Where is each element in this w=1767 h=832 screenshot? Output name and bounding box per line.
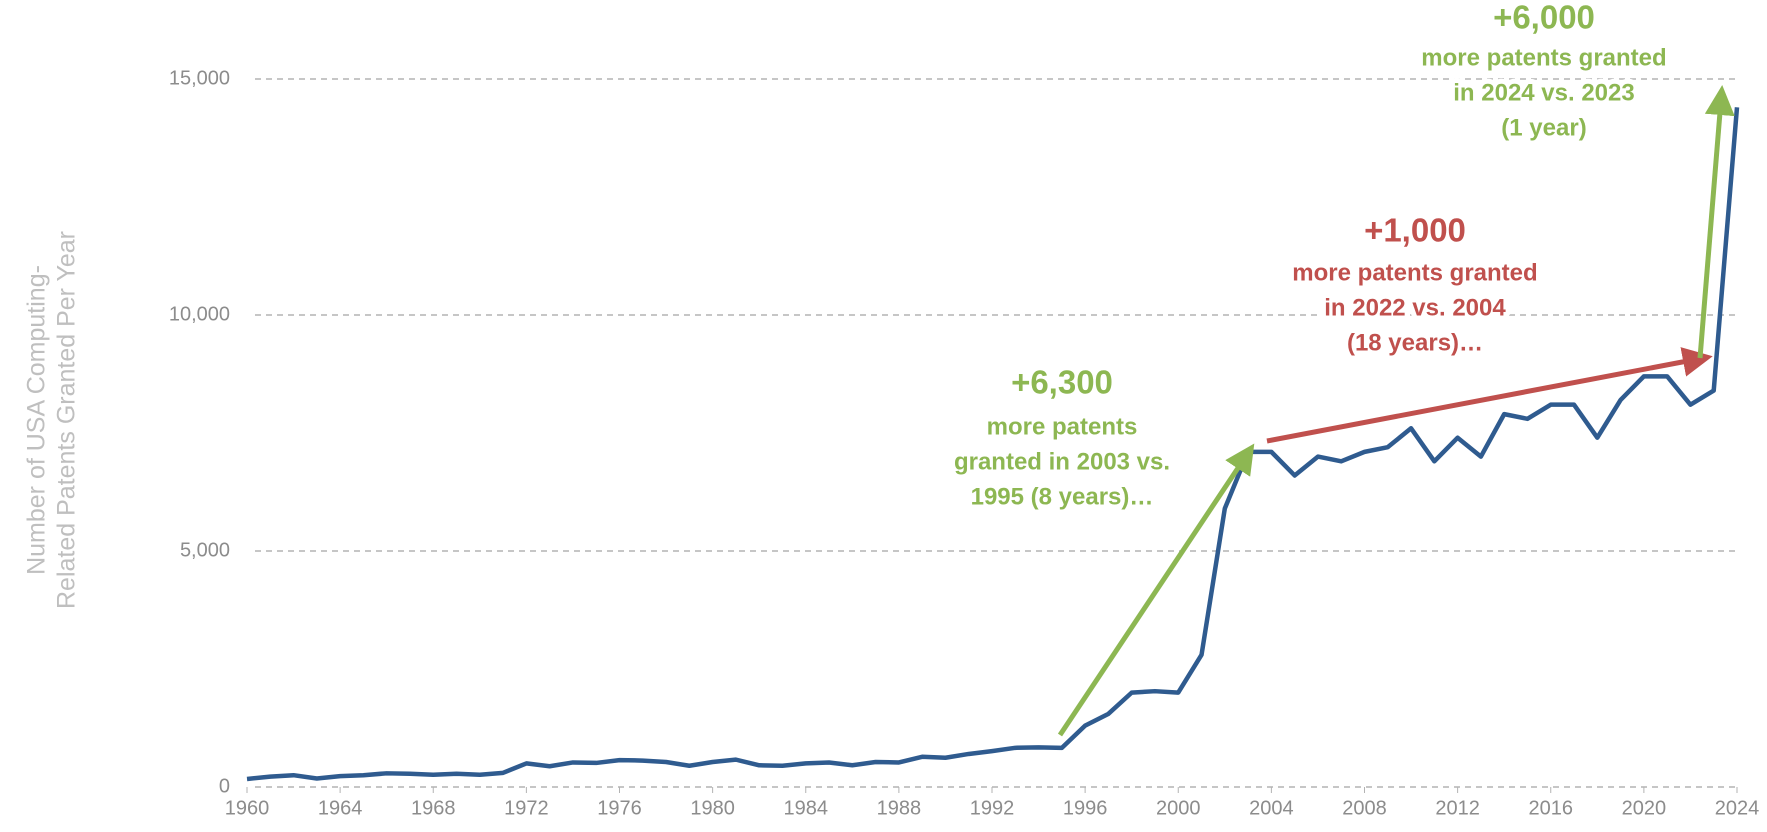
annotation-text: in 2022 vs. 2004 [1324, 294, 1506, 321]
annotation-text: more patents granted [1421, 44, 1666, 71]
x-tick-label: 2000 [1156, 797, 1201, 819]
plot [246, 107, 1740, 782]
y-axis-label: Number of USA Computing- Related Patents … [23, 231, 81, 609]
x-tick-label: 1976 [597, 797, 642, 819]
x-tick-label: 1964 [318, 797, 363, 819]
y-axis-title: Number of USA Computing- [23, 265, 51, 575]
annotation-text: more patents granted [1292, 259, 1537, 286]
x-tick-label: 2024 [1715, 797, 1760, 819]
line-series [246, 107, 1740, 782]
x-tick-label: 1996 [1063, 797, 1108, 819]
annotation-headline: +1,000 [1364, 212, 1466, 249]
x-tick-label: 1968 [411, 797, 456, 819]
arrows [1057, 85, 1735, 737]
annotation-text: in 2024 vs. 2023 [1453, 79, 1634, 106]
annotation-text: (18 years)… [1347, 329, 1483, 356]
arrow [1057, 443, 1255, 737]
x-tick-label: 2008 [1342, 797, 1387, 819]
x-tick-label: 2020 [1622, 797, 1667, 819]
grid: 0 5,000 10,000 15,000 1960 1964 1968 1972 1976 19… [169, 67, 1759, 819]
x-tick-label: 1972 [504, 797, 549, 819]
x-tick-label: 1980 [690, 797, 735, 819]
annotation-headline: +6,300 [1011, 364, 1113, 401]
annotation-text: more patents [987, 413, 1138, 440]
x-tick-label: 2004 [1249, 797, 1294, 819]
annotations: +6,300 more patents granted in 2003 vs. 199… [949, 0, 1672, 515]
y-axis-title: Related Patents Granted Per Year [53, 231, 81, 609]
annotation-headline: +6,000 [1493, 0, 1595, 36]
arrow [1697, 85, 1735, 359]
y-tick-label: 5,000 [180, 539, 230, 561]
x-tick-label: 1960 [225, 797, 270, 819]
x-tick-label: 2016 [1529, 797, 1574, 819]
x-tick-label: 1992 [970, 797, 1015, 819]
y-tick-label: 15,000 [169, 67, 230, 89]
y-tick-label: 10,000 [169, 303, 230, 325]
arrow [1266, 347, 1713, 444]
annotation-text: 1995 (8 years)… [971, 483, 1154, 510]
annotation-text: (1 year) [1501, 114, 1586, 141]
x-tick-label: 1988 [877, 797, 922, 819]
x-tick-label: 2012 [1435, 797, 1480, 819]
annotation-text: granted in 2003 vs. [954, 448, 1170, 475]
x-tick-label: 1984 [784, 797, 829, 819]
y-tick-label: 0 [219, 775, 230, 797]
